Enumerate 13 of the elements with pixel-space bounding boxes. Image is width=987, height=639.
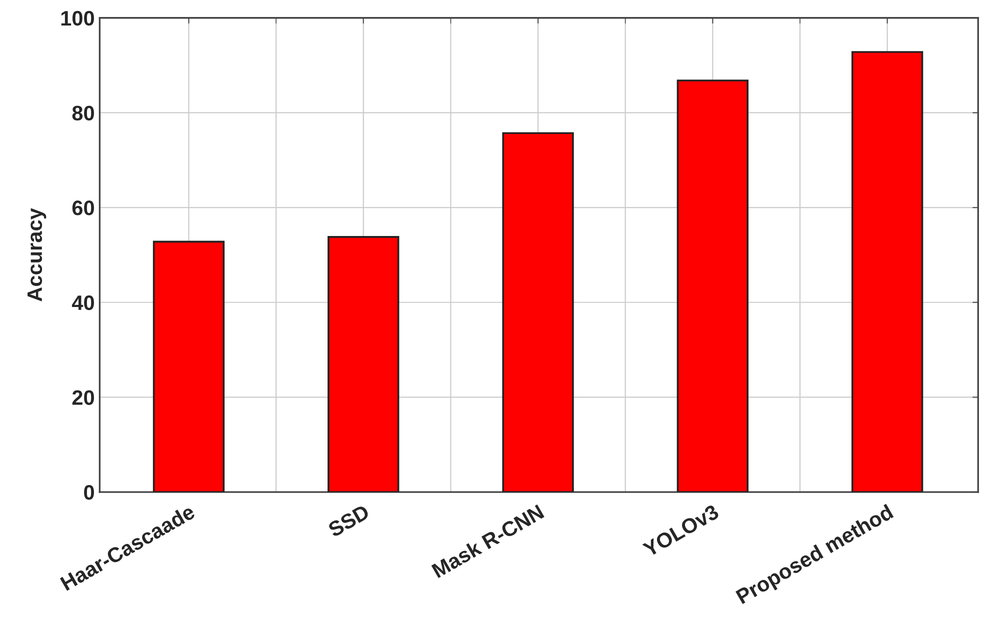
y-tick-label: 60 bbox=[72, 200, 94, 216]
x-tick-label: SSD bbox=[327, 504, 370, 538]
y-tick-label: 40 bbox=[72, 295, 94, 310]
y-tick-label: 100 bbox=[61, 10, 94, 26]
bar bbox=[502, 132, 574, 492]
y-tick-label: 0 bbox=[84, 485, 94, 500]
y-axis-title: Accuracy bbox=[28, 208, 46, 302]
bar bbox=[676, 80, 748, 492]
bar bbox=[328, 236, 400, 492]
bar bbox=[851, 51, 924, 492]
y-tick-label: 20 bbox=[72, 390, 94, 405]
bar bbox=[152, 240, 225, 492]
y-tick-label: 80 bbox=[72, 106, 94, 120]
